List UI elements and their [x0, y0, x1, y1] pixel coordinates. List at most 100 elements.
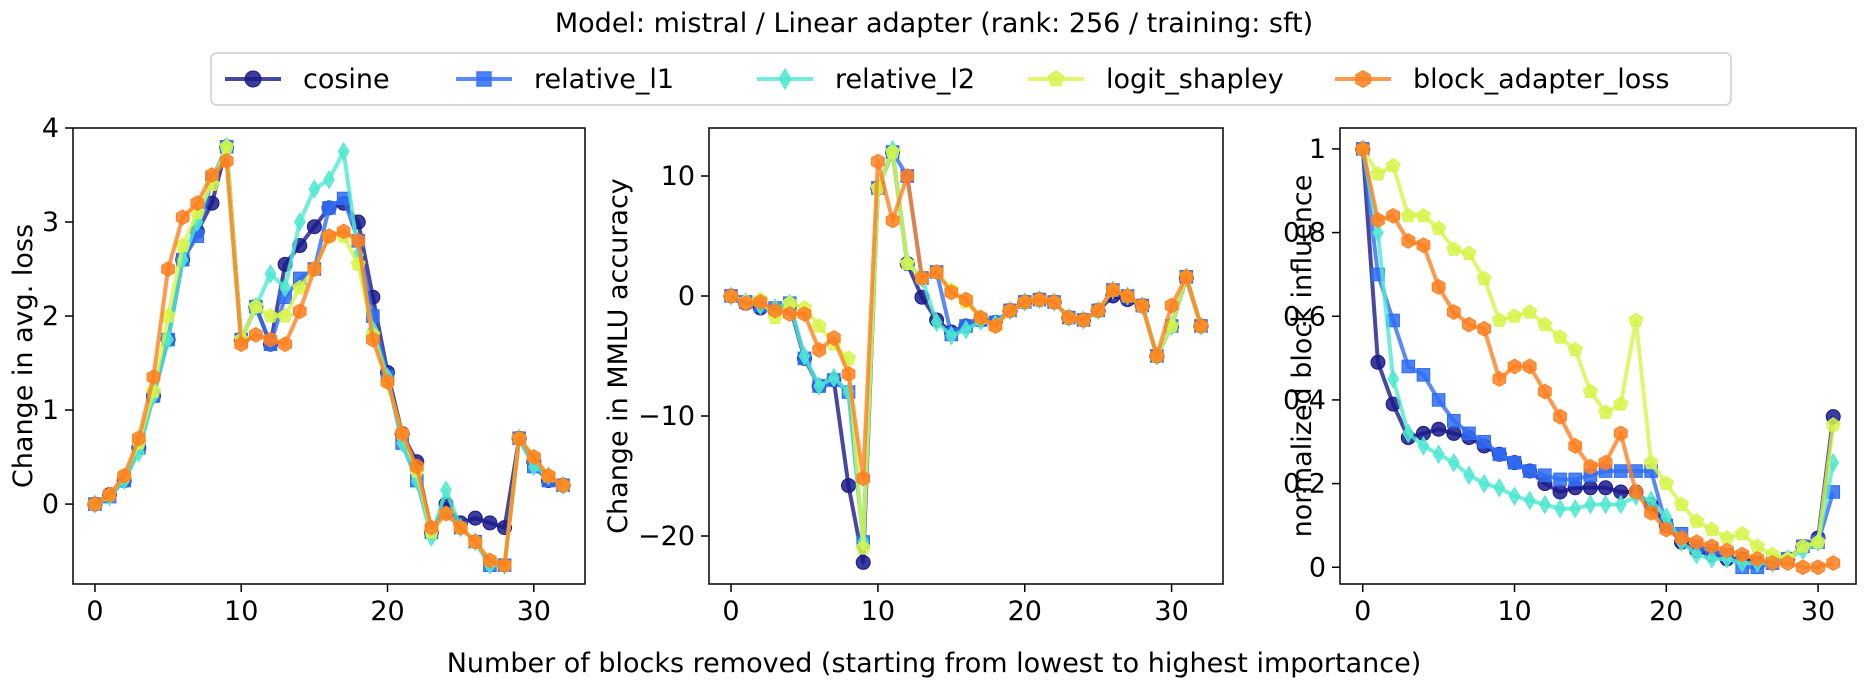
data-point-relative-l2	[1569, 498, 1582, 519]
data-point-block-adapter-loss	[856, 470, 871, 487]
y-tick-label: 0.2	[1283, 469, 1326, 500]
data-point-relative-l2	[1523, 490, 1536, 511]
legend-marker-relative-l1	[476, 71, 492, 87]
data-point-block-adapter-loss	[973, 309, 988, 326]
data-point-block-adapter-loss	[1507, 358, 1522, 375]
data-point-cosine	[306, 219, 322, 235]
data-point-block-adapter-loss	[1598, 454, 1613, 471]
data-point-block-adapter-loss	[556, 477, 570, 494]
data-point-block-adapter-loss	[439, 505, 453, 522]
axes-frame	[708, 127, 1224, 585]
data-point-logit-shapley	[1431, 220, 1447, 235]
data-point-block-adapter-loss	[1017, 294, 1032, 310]
subplot-block-influence: 0 10 20 30 0 0.2 0.4 0.6 0.8 1 normalized block in…	[1283, 127, 1857, 627]
data-point-block-adapter-loss	[497, 557, 512, 574]
data-point-block-adapter-loss	[366, 331, 380, 348]
data-point-block-adapter-loss	[826, 330, 841, 346]
data-point-block-adapter-loss	[409, 458, 424, 475]
series-logit-shapley	[723, 144, 1209, 555]
data-point-relative-l2	[279, 278, 291, 298]
data-point-block-adapter-loss	[219, 152, 234, 169]
data-point-block-adapter-loss	[1386, 207, 1400, 224]
data-point-block-adapter-loss	[117, 467, 132, 484]
data-point-block-adapter-loss	[871, 153, 885, 170]
series-line-relative-l2	[730, 147, 1203, 544]
x-tick-label: 0	[86, 596, 103, 627]
data-point-block-adapter-loss	[988, 318, 1003, 334]
data-point-logit-shapley	[1628, 312, 1644, 327]
data-point-block-adapter-loss	[1091, 302, 1106, 319]
data-point-logit-shapley	[855, 540, 871, 555]
data-point-logit-shapley	[1400, 207, 1416, 223]
data-point-block-adapter-loss	[424, 519, 439, 536]
data-point-relative-l2	[1447, 452, 1460, 473]
data-point-relative-l2	[1539, 494, 1551, 515]
data-point-relative-l2	[308, 179, 321, 199]
data-point-block-adapter-loss	[1613, 425, 1628, 442]
x-tick-label: 10	[861, 596, 895, 627]
data-point-block-adapter-loss	[468, 533, 483, 550]
data-point-block-adapter-loss	[1462, 316, 1476, 333]
data-point-block-adapter-loss	[248, 326, 263, 343]
data-point-relative-l2	[264, 264, 277, 284]
data-point-block-adapter-loss	[1644, 504, 1658, 521]
data-point-relative-l2	[1402, 423, 1415, 444]
data-point-logit-shapley	[1825, 417, 1841, 432]
data-point-logit-shapley	[811, 318, 827, 333]
series-line-logit-shapley	[1361, 147, 1836, 561]
data-point-block-adapter-loss	[797, 306, 812, 322]
x-tick-label: 30	[1154, 596, 1188, 627]
data-point-block-adapter-loss	[1735, 546, 1750, 563]
data-point-block-adapter-loss	[1477, 320, 1492, 337]
data-point-block-adapter-loss	[336, 223, 351, 240]
y-tick-label: 0	[1309, 552, 1326, 583]
x-tick-label: 10	[224, 596, 258, 627]
legend-entry-logit-shapley: logit_shapley	[1028, 64, 1284, 95]
data-point-relative-l2	[440, 480, 452, 500]
data-point-block-adapter-loss	[1553, 408, 1567, 425]
data-point-block-adapter-loss	[1105, 282, 1120, 298]
data-point-relative-l2	[1417, 436, 1430, 456]
data-point-block-adapter-loss	[234, 336, 249, 353]
data-point-logit-shapley	[1643, 454, 1659, 470]
data-point-block-adapter-loss	[131, 430, 146, 447]
y-tick-label: 0.8	[1283, 218, 1326, 249]
series-relative-l1	[724, 145, 1208, 549]
series-relative-l2	[1356, 139, 1840, 573]
data-point-block-adapter-loss	[1811, 559, 1825, 576]
data-point-relative-l2	[1705, 549, 1718, 569]
data-point-block-adapter-loss	[1032, 291, 1047, 308]
data-point-relative-l2	[1599, 494, 1612, 515]
data-point-block-adapter-loss	[322, 228, 336, 245]
data-point-logit-shapley	[1385, 157, 1401, 173]
data-point-block-adapter-loss	[1150, 348, 1164, 364]
x-tick-label: 0	[722, 596, 739, 627]
data-point-block-adapter-loss	[1047, 294, 1061, 310]
data-point-logit-shapley	[1689, 513, 1705, 528]
data-point-logit-shapley	[1461, 245, 1477, 260]
data-point-logit-shapley	[1719, 530, 1735, 545]
data-point-relative-l2	[1463, 465, 1475, 485]
data-point-block-adapter-loss	[1796, 559, 1810, 576]
axes-frame	[1339, 127, 1857, 585]
data-point-block-adapter-loss	[753, 294, 768, 310]
x-tick-label: 20	[1649, 596, 1683, 627]
data-point-logit-shapley	[1567, 341, 1583, 357]
data-point-logit-shapley	[1537, 316, 1553, 332]
data-point-block-adapter-loss	[1765, 555, 1780, 572]
data-point-block-adapter-loss	[380, 373, 395, 390]
series-relative-l2	[725, 139, 1207, 552]
axes-frame	[72, 127, 586, 585]
y-tick-label: −10	[638, 401, 695, 432]
legend-entry-cosine: cosine	[225, 64, 390, 95]
data-point-block-adapter-loss	[812, 342, 827, 358]
data-point-cosine	[1446, 425, 1462, 441]
data-point-relative-l2	[293, 212, 306, 232]
data-point-block-adapter-loss	[959, 291, 973, 308]
legend: cosine relative_l1 relative_l2 logit_shaple…	[210, 52, 1732, 106]
data-point-block-adapter-loss	[885, 212, 900, 229]
data-point-relative-l2	[1493, 478, 1506, 498]
data-point-block-adapter-loss	[1522, 358, 1537, 375]
legend-label-block-adapter-loss: block_adapter_loss	[1413, 64, 1669, 95]
data-point-block-adapter-loss	[1003, 302, 1017, 319]
